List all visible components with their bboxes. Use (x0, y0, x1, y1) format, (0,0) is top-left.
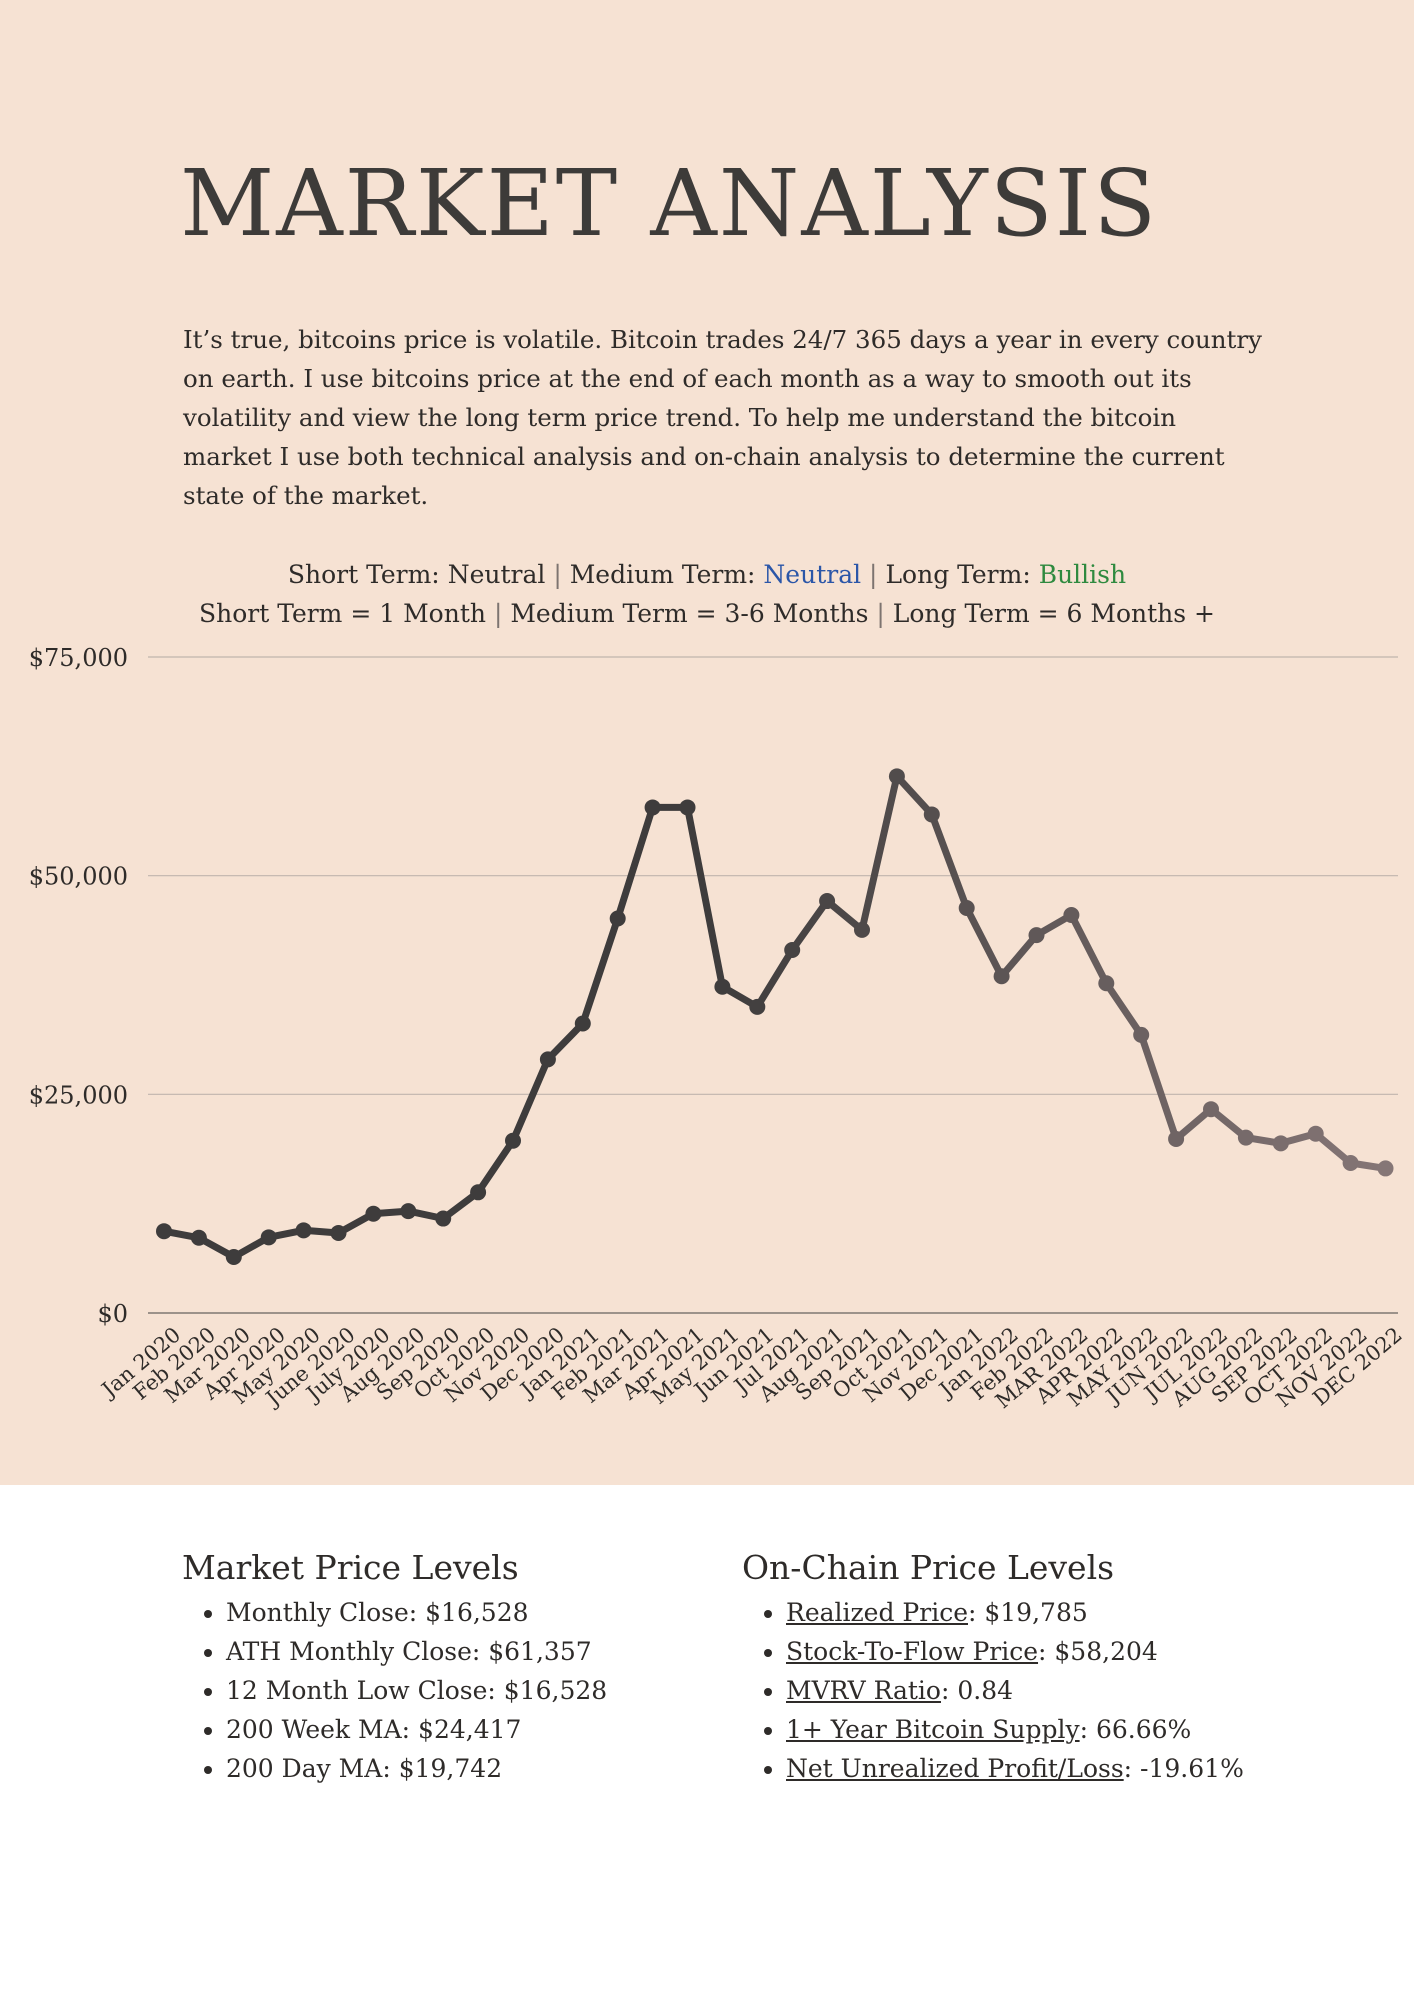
list-item: 200 Week MA: $24,417 (226, 1710, 702, 1749)
data-point (330, 1224, 347, 1241)
list-item: Realized Price: $19,785 (786, 1593, 1342, 1632)
level-value: $19,742 (398, 1754, 503, 1783)
level-value: 66.66% (1095, 1715, 1192, 1744)
data-point (854, 921, 870, 938)
level-label: 12 Month Low Close (226, 1676, 488, 1705)
onchain-levels-list: Realized Price: $19,785 Stock-To-Flow Pr… (742, 1593, 1342, 1788)
long-term-value: Bullish (1038, 560, 1127, 589)
data-point (539, 1051, 556, 1068)
page-title: MARKET ANALYSIS (180, 150, 1159, 257)
data-point (1272, 1135, 1289, 1152)
separator: | (876, 599, 885, 628)
level-value: 0.84 (957, 1676, 1014, 1705)
short-term-label: Short Term: (287, 560, 440, 589)
price-series-line (160, 772, 1389, 1261)
level-value: $16,528 (503, 1676, 608, 1705)
list-item: 200 Day MA: $19,742 (226, 1749, 702, 1788)
market-levels-title: Market Price Levels (182, 1548, 519, 1587)
level-value: $19,785 (984, 1598, 1088, 1627)
medium-term-definition: Medium Term = 3-6 Months (510, 599, 869, 628)
level-value: $61,357 (488, 1637, 592, 1666)
onchain-price-levels: On-Chain Price Levels Realized Price: $1… (742, 1548, 1342, 1788)
level-value: -19.61% (1140, 1754, 1244, 1783)
data-point (260, 1229, 277, 1246)
data-point (1168, 1130, 1185, 1147)
y-tick-label: $75,000 (29, 644, 128, 672)
data-point (749, 998, 766, 1015)
data-point (295, 1222, 312, 1239)
medium-term-label: Medium Term: (569, 560, 756, 589)
data-point (1203, 1101, 1219, 1118)
data-point (365, 1205, 382, 1222)
data-point (156, 1223, 172, 1240)
data-point (470, 1184, 487, 1201)
bitcoin-supply-link[interactable]: 1+ Year Bitcoin Supply (786, 1715, 1080, 1744)
list-item: 12 Month Low Close: $16,528 (226, 1671, 702, 1710)
data-point (505, 1132, 521, 1149)
intro-paragraph: It’s true, bitcoins price is volatile. B… (183, 325, 1262, 510)
data-point (435, 1210, 452, 1227)
list-item: Monthly Close: $16,528 (226, 1593, 702, 1632)
nupl-link[interactable]: Net Unrealized Profit/Loss (786, 1754, 1124, 1783)
data-point (1098, 975, 1115, 992)
data-point (1377, 1160, 1394, 1177)
list-item: Stock-To-Flow Price: $58,204 (786, 1632, 1342, 1671)
y-tick-label: $50,000 (29, 863, 128, 891)
short-term-value: Neutral (447, 560, 546, 589)
data-point (1133, 1026, 1150, 1043)
mvrv-ratio-link[interactable]: MVRV Ratio (786, 1676, 941, 1705)
onchain-levels-title: On-Chain Price Levels (742, 1548, 1115, 1587)
list-item: ATH Monthly Close: $61,357 (226, 1632, 702, 1671)
market-levels-list: Monthly Close: $16,528 ATH Monthly Close… (182, 1593, 702, 1788)
market-outlook: Short Term: Neutral | Medium Term: Neutr… (0, 555, 1414, 633)
data-point (714, 978, 731, 995)
outlook-definition-line: Short Term = 1 Month | Medium Term = 3-6… (0, 594, 1414, 633)
data-point (784, 942, 801, 959)
short-term-definition: Short Term = 1 Month (198, 599, 486, 628)
data-point (1028, 927, 1045, 944)
realized-price-link[interactable]: Realized Price (786, 1598, 968, 1627)
data-point (1063, 907, 1080, 924)
level-value: $24,417 (418, 1715, 522, 1744)
list-item: MVRV Ratio: 0.84 (786, 1671, 1342, 1710)
level-value: $58,204 (1054, 1637, 1158, 1666)
data-point (1237, 1129, 1254, 1146)
medium-term-value: Neutral (763, 560, 862, 589)
separator: | (493, 599, 503, 628)
data-point (609, 910, 626, 927)
level-label: 200 Day MA (226, 1754, 383, 1783)
data-point (993, 968, 1010, 985)
level-label: Monthly Close (226, 1598, 409, 1627)
data-point (225, 1249, 242, 1266)
separator: | (553, 560, 562, 589)
market-price-levels: Market Price Levels Monthly Close: $16,5… (182, 1548, 702, 1788)
y-tick-label: $0 (97, 1300, 128, 1328)
data-point (400, 1203, 417, 1220)
top-panel: MARKET ANALYSIS It’s true, bitcoins pric… (0, 0, 1414, 1485)
data-point (574, 1015, 591, 1032)
outlook-status-line: Short Term: Neutral | Medium Term: Neutr… (0, 555, 1414, 594)
list-item: 1+ Year Bitcoin Supply: 66.66% (786, 1710, 1342, 1749)
data-point (958, 900, 975, 917)
data-point (819, 893, 836, 910)
data-point (888, 768, 905, 785)
data-point (923, 806, 940, 823)
list-item: Net Unrealized Profit/Loss: -19.61% (786, 1749, 1342, 1788)
level-value: $16,528 (425, 1598, 529, 1627)
long-term-label: Long Term: (885, 560, 1031, 589)
data-point (190, 1229, 207, 1246)
data-point (679, 799, 696, 816)
level-label: ATH Monthly Close (226, 1637, 472, 1666)
level-label: 200 Week MA (226, 1715, 402, 1744)
data-point (644, 799, 661, 816)
separator: | (869, 560, 878, 589)
data-point (1342, 1154, 1359, 1171)
y-tick-label: $25,000 (29, 1081, 128, 1109)
long-term-definition: Long Term = 6 Months + (892, 599, 1215, 628)
data-point (1307, 1125, 1324, 1142)
stock-to-flow-link[interactable]: Stock-To-Flow Price (786, 1637, 1039, 1666)
